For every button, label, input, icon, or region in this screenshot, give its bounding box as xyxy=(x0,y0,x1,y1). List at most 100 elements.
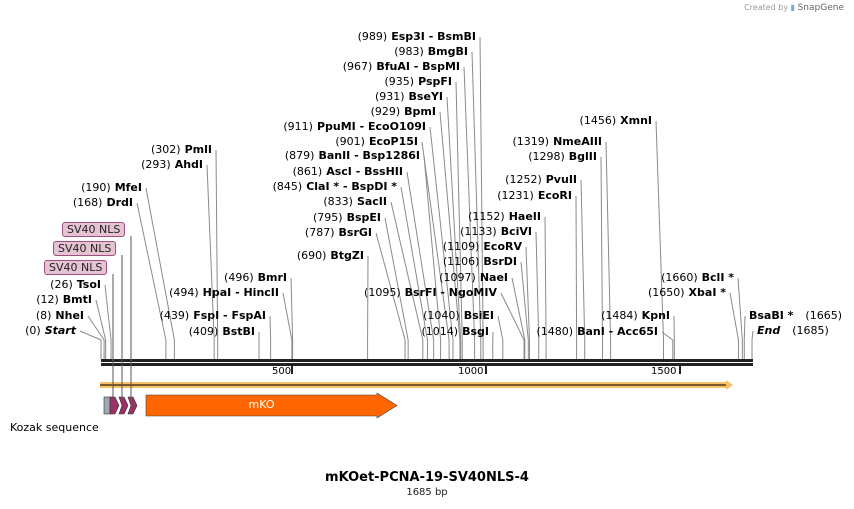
site-position: (439) xyxy=(159,309,190,322)
site-position: (931) xyxy=(374,90,405,103)
restriction-site-label[interactable]: (439) FspI - FspAI xyxy=(160,309,266,322)
restriction-site-label[interactable]: (989) Esp3I - BsmBI xyxy=(358,30,476,43)
site-position: (901) xyxy=(335,135,365,148)
restriction-site-label[interactable]: (12) BmtI xyxy=(36,293,92,306)
restriction-site-label[interactable]: (1106) BsrDI xyxy=(443,255,517,268)
site-enzyme-name: BpmI xyxy=(404,105,436,118)
restriction-site-label[interactable]: (901) EcoP15I xyxy=(335,135,418,148)
site-enzyme-name: BstBI xyxy=(222,325,255,338)
site-enzyme-name: BmrI xyxy=(257,271,287,284)
restriction-site-label[interactable]: (967) BfuAI - BspMI xyxy=(343,60,460,73)
restriction-site-label[interactable]: (787) BsrGI xyxy=(305,226,372,239)
restriction-site-label[interactable]: (168) DrdI xyxy=(73,196,133,209)
restriction-site-label[interactable]: (8) NheI xyxy=(36,309,84,322)
restriction-site-label[interactable]: (302) PmlI xyxy=(151,143,212,156)
site-enzyme-name: NaeI xyxy=(479,271,508,284)
site-enzyme-name: DrdI xyxy=(106,196,133,209)
site-enzyme-name: ClaI * - BspDI * xyxy=(306,180,397,193)
site-position: (983) xyxy=(394,45,424,58)
restriction-site-label[interactable]: (845) ClaI * - BspDI * xyxy=(273,180,397,193)
ruler-tick-1000 xyxy=(485,366,487,374)
restriction-site-label[interactable]: (1484) KpnI xyxy=(601,309,670,322)
restriction-site-label[interactable]: (1480) BanI - Acc65I xyxy=(537,325,659,338)
site-enzyme-name: PmlI xyxy=(184,143,212,156)
site-enzyme-name: BmtI xyxy=(62,293,92,306)
site-position: (795) xyxy=(312,211,343,224)
site-position: (929) xyxy=(370,105,401,118)
restriction-site-label[interactable]: (26) TsoI xyxy=(50,278,101,291)
restriction-site-label[interactable]: (1252) PvuII xyxy=(505,173,577,186)
restriction-site-label[interactable]: (1298) BglII xyxy=(528,150,597,163)
site-enzyme-name: BfuAI - BspMI xyxy=(376,60,460,73)
restriction-site-label[interactable]: (861) AscI - BssHII xyxy=(293,165,403,178)
restriction-site-label[interactable]: (0) Start xyxy=(25,324,76,337)
ruler-label-1500: 1500 xyxy=(651,366,677,377)
site-enzyme-name: BsgI xyxy=(462,325,489,338)
site-position: (1040) xyxy=(423,309,460,322)
site-position: (833) xyxy=(323,195,353,208)
restriction-site-label[interactable]: (1456) XmnI xyxy=(580,114,652,127)
site-position: (1660) xyxy=(661,271,698,284)
sequence-backbone-bottom xyxy=(101,363,753,366)
restriction-site-label[interactable]: (1319) NmeAIII xyxy=(513,135,603,148)
restriction-site-label[interactable]: (496) BmrI xyxy=(224,271,287,284)
restriction-site-label[interactable]: (1152) HaeII xyxy=(468,210,541,223)
site-position: (690) xyxy=(296,249,327,262)
ruler-tick-500 xyxy=(291,366,293,374)
restriction-site-label[interactable]: (190) MfeI xyxy=(81,181,142,194)
restriction-site-label[interactable]: (911) PpuMI - EcoO109I xyxy=(283,120,426,133)
site-enzyme-name: PpuMI - EcoO109I xyxy=(316,120,426,133)
snapgene-logo-text: SnapGene xyxy=(797,3,844,13)
site-enzyme-name: BglII xyxy=(568,150,597,163)
site-enzyme-name: AscI - BssHII xyxy=(326,165,403,178)
site-enzyme-name: BsiEI xyxy=(463,309,494,322)
restriction-site-label[interactable]: (1133) BciVI xyxy=(460,225,532,238)
site-position: (1456) xyxy=(579,114,617,127)
restriction-site-label[interactable]: (931) BseYI xyxy=(375,90,443,103)
site-enzyme-name: BclI * xyxy=(701,271,734,284)
site-enzyme-name: HaeII xyxy=(508,210,541,223)
sv40-nls-label-2[interactable]: SV40 NLS xyxy=(53,241,117,256)
restriction-site-label[interactable]: (494) HpaI - HincII xyxy=(169,286,279,299)
kozak-feature[interactable] xyxy=(103,396,111,415)
restriction-site-label[interactable]: (879) BanII - Bsp1286I xyxy=(285,149,420,162)
site-position: (1231) xyxy=(497,189,534,202)
restriction-site-label[interactable]: (833) SacII xyxy=(323,195,387,208)
site-position: (861) xyxy=(292,165,323,178)
restriction-site-label[interactable]: (929) BpmI xyxy=(371,105,436,118)
mko-feature-arrow[interactable] xyxy=(145,392,398,419)
site-position: (879) xyxy=(284,149,315,162)
restriction-site-label[interactable]: (1097) NaeI xyxy=(439,271,508,284)
restriction-site-label[interactable]: (795) BspEI xyxy=(313,211,381,224)
site-enzyme-name: SacII xyxy=(356,195,387,208)
restriction-site-label[interactable]: BsaBI * (1665) xyxy=(749,309,842,322)
sv40-nls-feature-2[interactable] xyxy=(118,396,129,415)
restriction-site-label[interactable]: (409) BstBI xyxy=(189,325,255,338)
restriction-site-label[interactable]: (293) AhdI xyxy=(141,158,203,171)
sv40-nls-feature-3[interactable] xyxy=(127,396,138,415)
sv40-nls-label-1[interactable]: SV40 NLS xyxy=(62,222,126,237)
site-position: (1252) xyxy=(505,173,542,186)
sv40-nls-label-3[interactable]: SV40 NLS xyxy=(44,260,108,275)
restriction-site-label[interactable]: (1650) XbaI * xyxy=(648,286,726,299)
restriction-site-label[interactable]: (1040) BsiEI xyxy=(423,309,494,322)
site-enzyme-name: BanII - Bsp1286I xyxy=(318,149,420,162)
restriction-site-label[interactable]: (983) BmgBI xyxy=(394,45,468,58)
restriction-site-label[interactable]: (690) BtgZI xyxy=(297,249,364,262)
site-enzyme-name: NheI xyxy=(55,309,84,322)
site-enzyme-name: BciVI xyxy=(500,225,532,238)
sv40-nls-feature-1[interactable] xyxy=(109,396,120,415)
restriction-site-label[interactable]: (1231) EcoRI xyxy=(497,189,572,202)
site-enzyme-name: BsaBI * xyxy=(749,309,794,322)
kozak-label: Kozak sequence xyxy=(10,421,99,434)
site-enzyme-name: XbaI * xyxy=(688,286,726,299)
restriction-site-label[interactable]: End (1685) xyxy=(757,324,829,337)
restriction-site-label[interactable]: (1660) BclI * xyxy=(661,271,734,284)
restriction-site-label[interactable]: (1109) EcoRV xyxy=(443,240,522,253)
restriction-site-label[interactable]: (1095) BsrFI - NgoMIV xyxy=(364,286,497,299)
site-position: (1014) xyxy=(421,325,459,338)
restriction-site-label[interactable]: (1014) BsgI xyxy=(422,325,489,338)
site-enzyme-name: PspFI xyxy=(418,75,452,88)
restriction-site-label[interactable]: (935) PspFI xyxy=(385,75,453,88)
